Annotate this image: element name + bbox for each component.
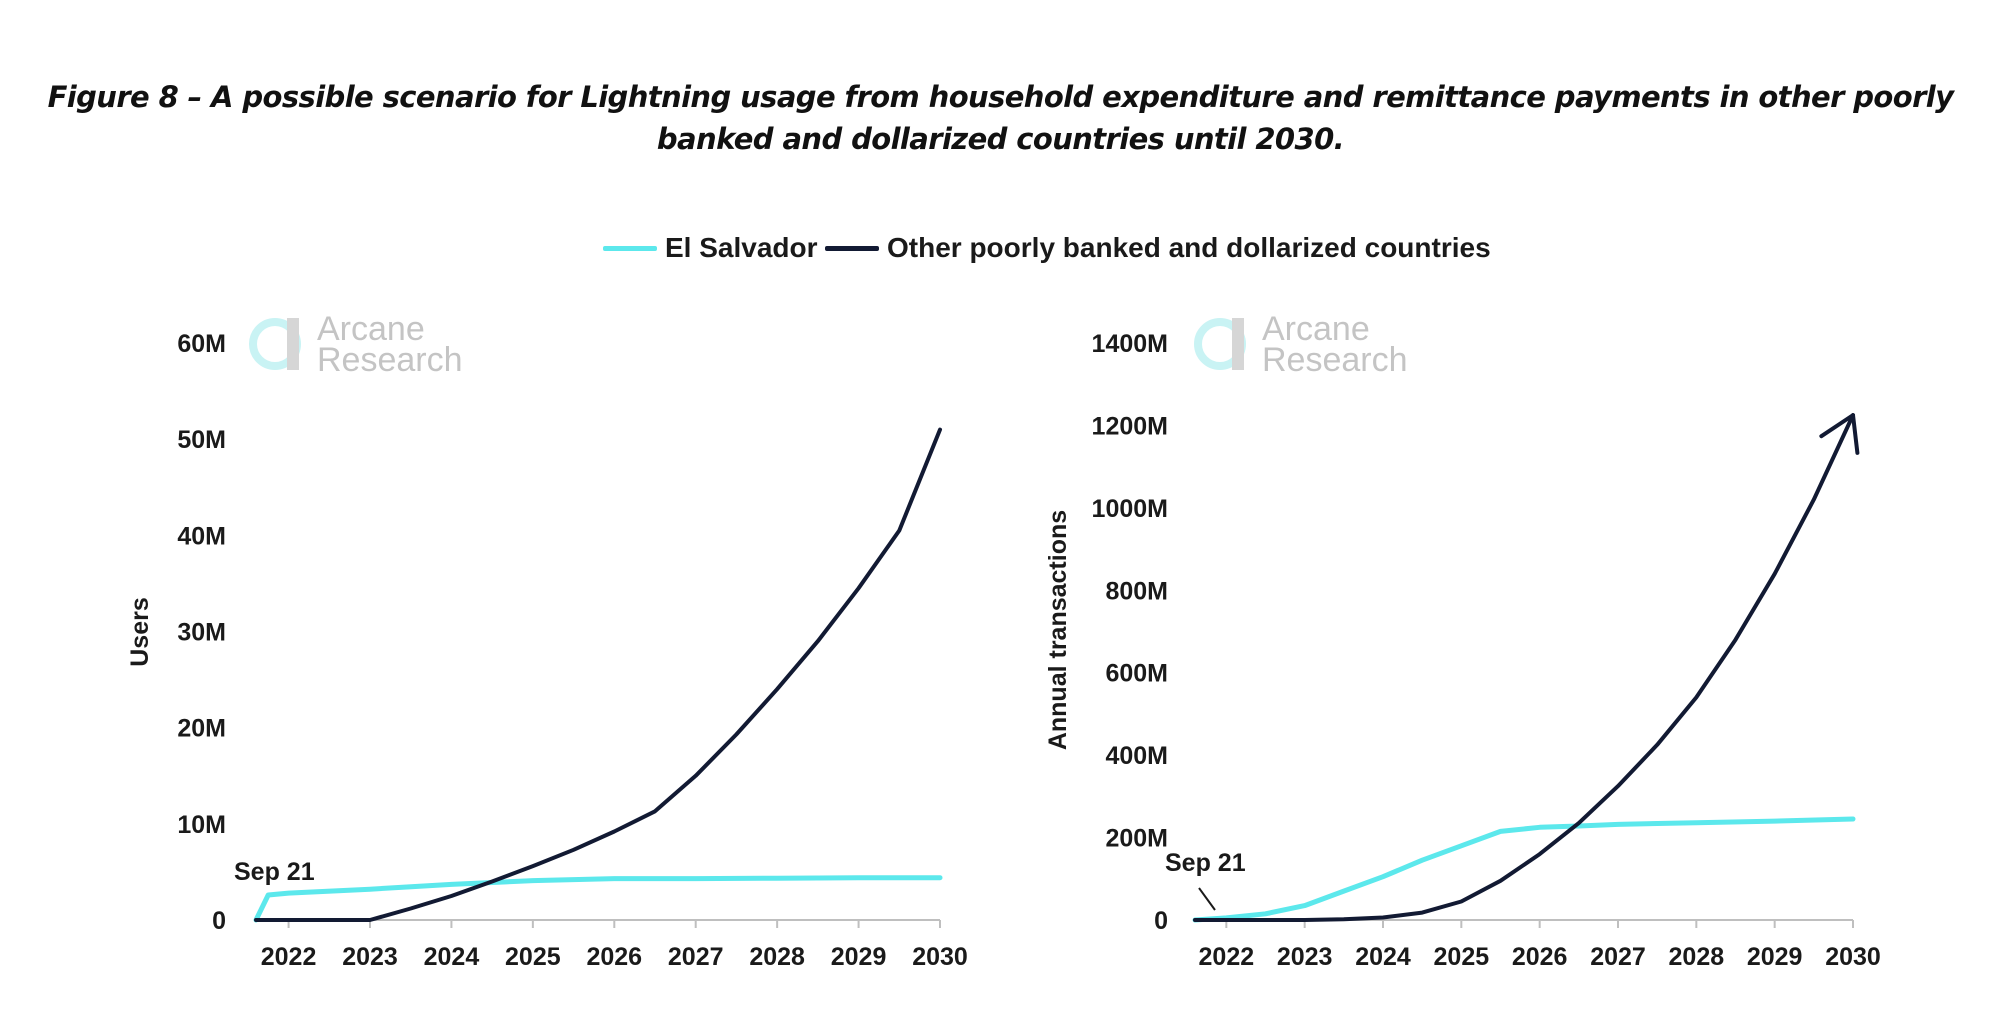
x-tick-label-2023: 2023: [342, 943, 398, 971]
figure-title: Figure 8 – A possible scenario for Light…: [0, 76, 2001, 160]
legend-item-other-countries: Other poorly banked and dollarized count…: [825, 232, 1491, 264]
x-tick-label-2022: 2022: [1199, 943, 1255, 971]
y-tick-label-3: 30M: [177, 619, 226, 647]
x-tick-label-2024: 2024: [424, 943, 480, 971]
series-line: [1192, 816, 1856, 923]
y-tick-label-0: 0: [1154, 907, 1168, 935]
x-tick-label-2027: 2027: [668, 943, 724, 971]
y-tick-label-4: 40M: [177, 522, 226, 550]
series-el-salvador: [253, 875, 943, 923]
y-tick-label-2: 20M: [177, 715, 226, 743]
y-tick-label-6: 60M: [177, 330, 226, 358]
x-tick-label-2029: 2029: [831, 943, 887, 971]
annotation-pointer: [1198, 887, 1216, 911]
y-tick-label-6: 1200M: [1092, 412, 1168, 440]
x-tick-label-2029: 2029: [1747, 943, 1803, 971]
annotation-label: Sep 21: [234, 858, 315, 886]
figure-title-line-1: Figure 8 – A possible scenario for Light…: [47, 80, 1954, 114]
legend-label-other-countries: Other poorly banked and dollarized count…: [887, 232, 1491, 263]
series-line: [254, 427, 942, 922]
x-tick-label-2027: 2027: [1590, 943, 1646, 971]
x-tick-label-2026: 2026: [586, 943, 642, 971]
legend-swatch-other-countries: [825, 245, 879, 251]
watermark-line-1: Arcane: [1262, 310, 1370, 348]
x-tick-label-2024: 2024: [1355, 943, 1411, 971]
legend-swatch-el-salvador: [603, 245, 657, 251]
x-tick-label-2030: 2030: [1825, 943, 1881, 971]
y-tick-label-0: 0: [212, 907, 226, 935]
figure-title-line-2: banked and dollarized countries until 20…: [656, 122, 1345, 156]
series-other-countries: [1193, 413, 1860, 922]
y-axis-title: Annual transactions: [1044, 510, 1072, 750]
x-tick-label-2023: 2023: [1277, 943, 1333, 971]
y-tick-label-7: 1400M: [1092, 330, 1168, 358]
series-line: [253, 875, 943, 923]
watermark-line-2: Research: [1262, 341, 1408, 379]
y-tick-label-1: 200M: [1105, 825, 1168, 853]
watermark-line-2: Research: [317, 341, 463, 379]
y-axis-title: Users: [126, 597, 154, 667]
series-other-countries: [254, 427, 942, 922]
y-tick-label-5: 1000M: [1092, 495, 1168, 523]
legend-label-el-salvador: El Salvador: [665, 232, 818, 263]
series-line: [1193, 413, 1855, 922]
x-tick-label-2028: 2028: [1669, 943, 1725, 971]
y-tick-label-3: 600M: [1105, 660, 1168, 688]
x-tick-label-2028: 2028: [749, 943, 805, 971]
x-tick-label-2030: 2030: [912, 943, 968, 971]
series-el-salvador: [1192, 816, 1856, 923]
arrowhead-icon: [1819, 413, 1860, 455]
x-tick-label-2025: 2025: [505, 943, 561, 971]
y-tick-label-5: 50M: [177, 426, 226, 454]
y-tick-label-1: 10M: [177, 811, 226, 839]
chart-legend: El Salvador Other poorly banked and doll…: [0, 232, 2001, 268]
arcane-logo-bar-icon: [287, 318, 299, 370]
y-tick-label-4: 800M: [1105, 577, 1168, 605]
annotation-sep-21: Sep 21: [1165, 849, 1246, 911]
x-tick-label-2026: 2026: [1512, 943, 1568, 971]
x-tick-label-2022: 2022: [261, 943, 317, 971]
x-tick-label-2025: 2025: [1434, 943, 1490, 971]
annotation-sep-21: Sep 21: [234, 858, 315, 886]
legend-item-el-salvador: El Salvador: [603, 232, 818, 264]
y-tick-label-2: 400M: [1105, 742, 1168, 770]
arcane-logo-bar-icon: [1232, 318, 1244, 370]
watermark-line-1: Arcane: [317, 310, 425, 348]
annotation-label: Sep 21: [1165, 849, 1246, 877]
